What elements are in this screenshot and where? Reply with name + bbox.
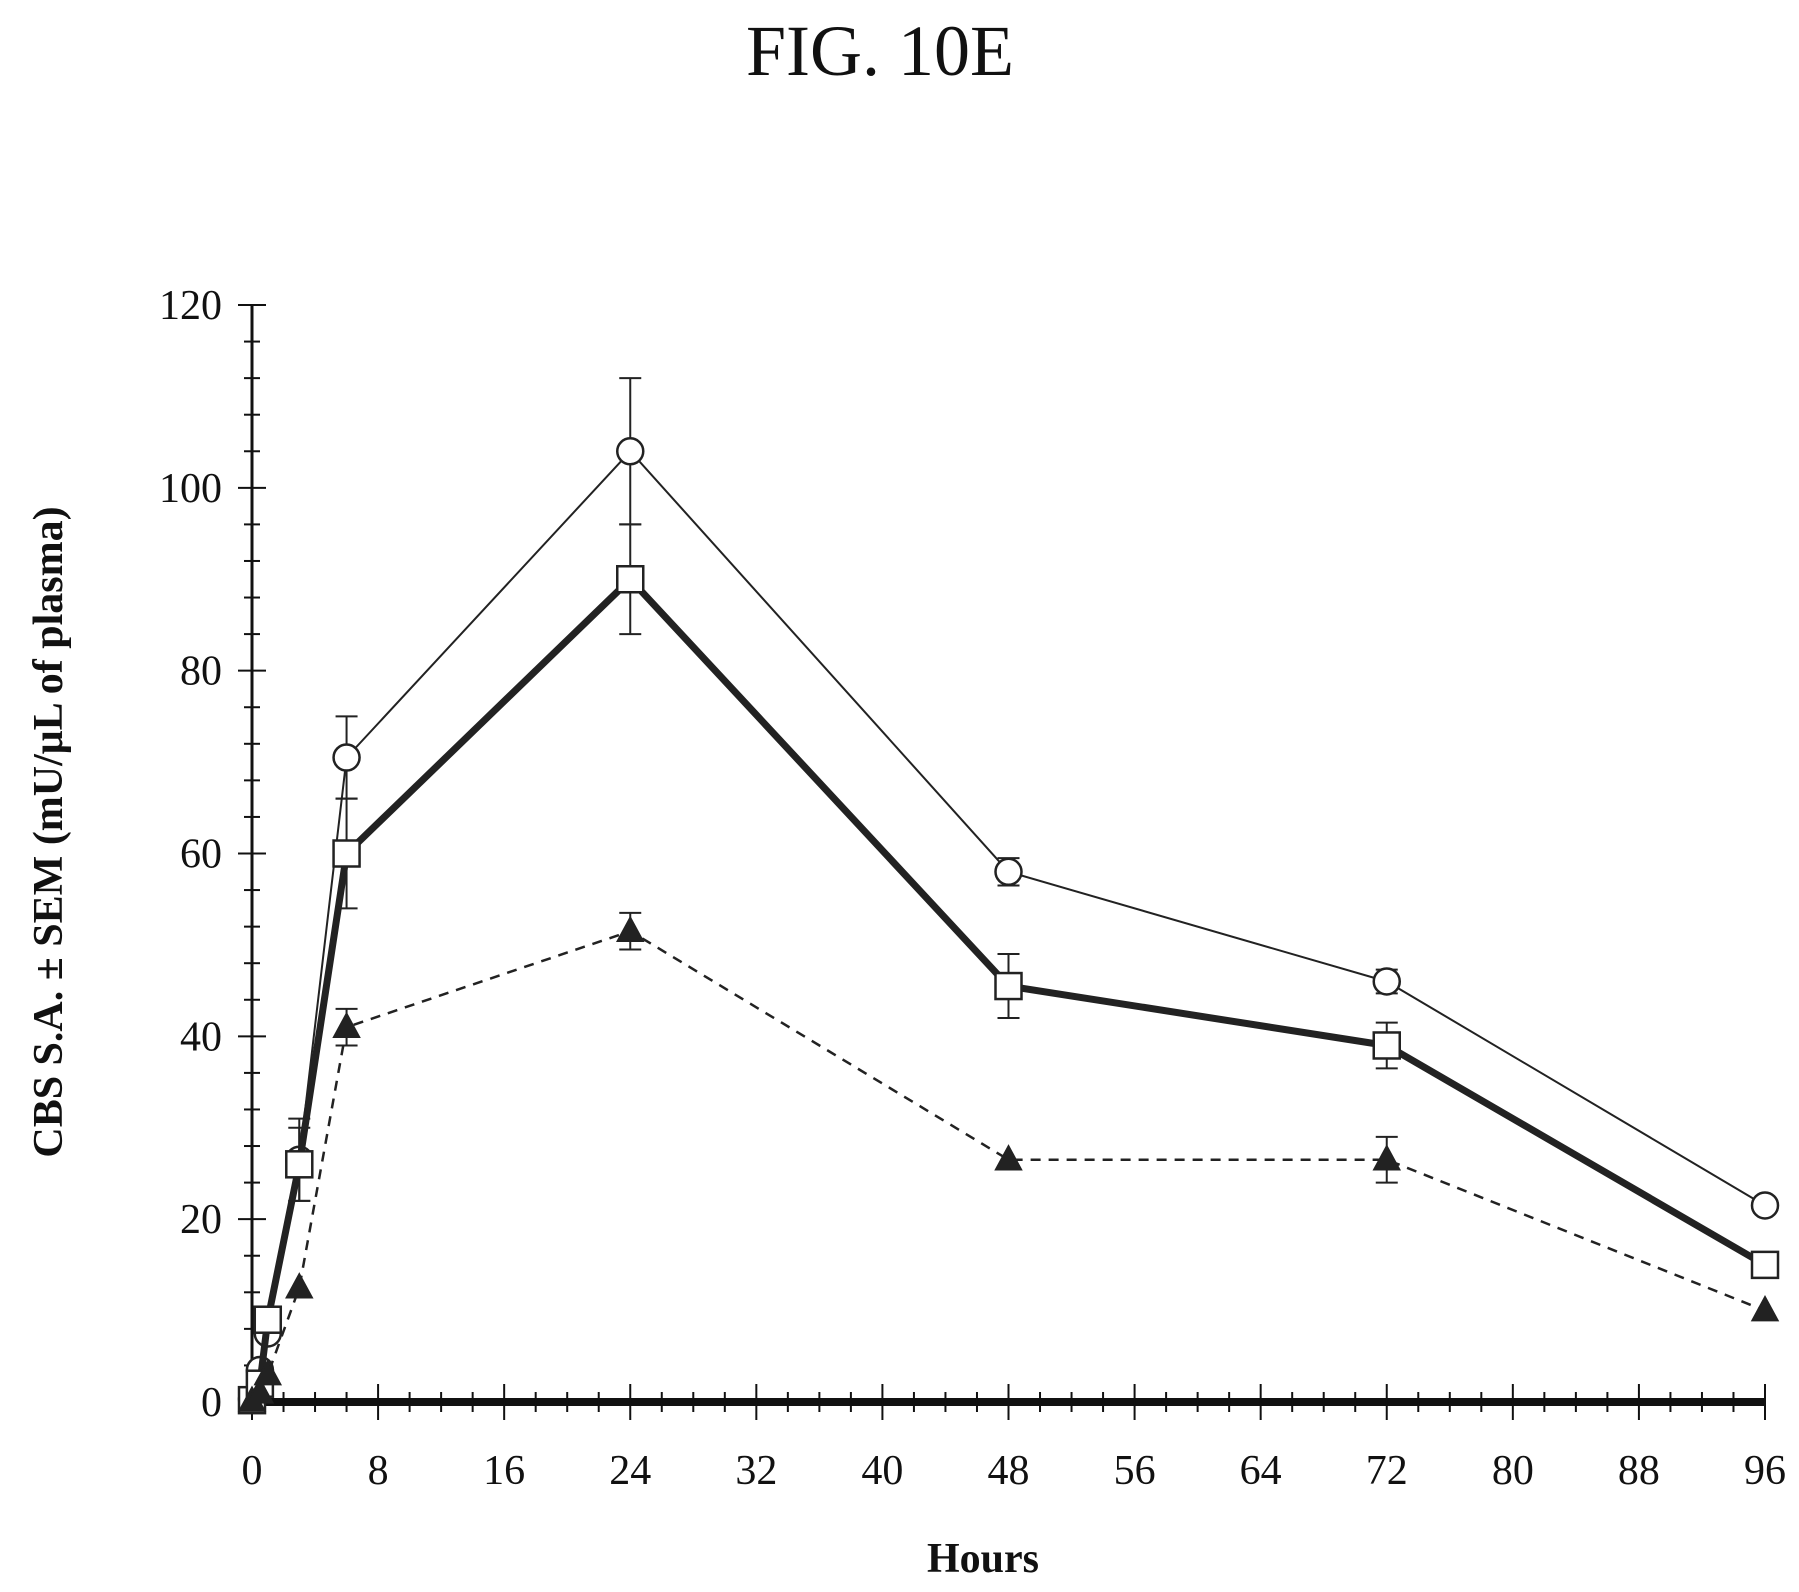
y-tick-label: 120 — [159, 283, 222, 329]
figure-title: FIG. 10E — [746, 11, 1014, 91]
y-tick-label: 40 — [180, 1014, 222, 1060]
data-point — [285, 1272, 314, 1299]
data-point — [285, 1150, 314, 1179]
data-point — [1372, 967, 1401, 996]
x-tick-label: 32 — [735, 1448, 777, 1494]
x-tick-label: 72 — [1366, 1448, 1408, 1494]
y-tick-label: 20 — [180, 1197, 222, 1243]
x-axis-title: Hours — [927, 1536, 1039, 1582]
data-point — [1372, 1031, 1401, 1060]
series-layer — [237, 377, 1780, 1415]
series-line — [251, 450, 1766, 1400]
y-tick-label: 100 — [159, 466, 222, 512]
x-tick-label: 96 — [1744, 1448, 1786, 1494]
series-3 — [237, 911, 1780, 1412]
data-point — [615, 915, 645, 942]
data-point — [994, 971, 1023, 1001]
series-1 — [237, 377, 1780, 1414]
data-point — [1750, 1250, 1780, 1280]
x-tick-label: 8 — [368, 1448, 389, 1494]
x-tick-label: 88 — [1618, 1448, 1660, 1494]
axes — [238, 304, 1766, 1420]
x-tick-label: 24 — [609, 1448, 651, 1494]
x-tick-label: 16 — [483, 1448, 525, 1494]
data-point — [616, 437, 645, 466]
y-axis-title: CBS S.A. ± SEM (mU/μL of plasma) — [26, 506, 72, 1157]
y-tick-label: 80 — [180, 649, 222, 695]
x-tick-label: 80 — [1492, 1448, 1534, 1494]
data-point — [1750, 1295, 1780, 1322]
x-tick-label: 56 — [1114, 1448, 1156, 1494]
x-tick-label: 0 — [242, 1448, 263, 1494]
y-tick-label: 60 — [180, 832, 222, 878]
data-point — [994, 857, 1023, 887]
x-tick-label: 40 — [861, 1448, 903, 1494]
data-point — [1750, 1191, 1780, 1220]
data-point — [332, 743, 361, 772]
x-tick-label: 48 — [988, 1448, 1030, 1494]
data-point — [253, 1305, 283, 1334]
data-point — [1372, 1144, 1402, 1171]
data-point — [332, 839, 361, 868]
data-point — [332, 1011, 361, 1038]
y-tick-label: 0 — [201, 1380, 222, 1426]
data-point — [616, 565, 645, 594]
data-point — [253, 1359, 283, 1386]
y-tick-labels: 0 20 40 60 80 100 120 — [159, 283, 222, 1426]
data-point — [994, 1144, 1023, 1171]
x-tick-labels: 0 8 16 24 32 40 48 56 64 72 80 88 96 — [242, 1448, 1787, 1494]
series-2 — [237, 523, 1780, 1415]
x-tick-label: 64 — [1240, 1448, 1282, 1494]
data-point — [245, 1377, 275, 1404]
